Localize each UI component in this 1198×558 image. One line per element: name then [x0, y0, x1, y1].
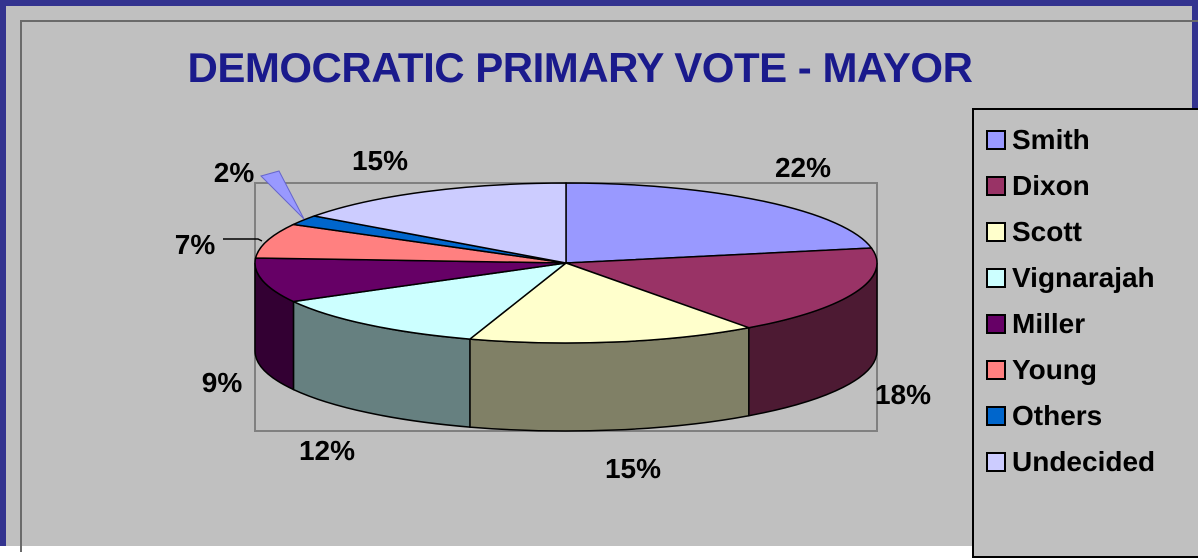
data-labels: 22% 18% 15% 12% 9% 7% 2% 15% — [175, 145, 931, 484]
pie-slice-smith — [565, 182, 873, 264]
legend-swatch — [986, 176, 1006, 196]
data-label-young: 7% — [175, 229, 216, 260]
chart-title: DEMOCRATIC PRIMARY VOTE - MAYOR — [187, 44, 973, 91]
legend: Smith Dixon Scott Vignarajah Miller Young Othe… — [972, 108, 1198, 558]
pie-slice-young — [254, 223, 567, 264]
legend-item-dixon: Dixon — [986, 166, 1090, 206]
legend-swatch — [986, 314, 1006, 334]
data-label-dixon: 18% — [875, 379, 931, 410]
leader-pointer-others — [260, 170, 305, 220]
legend-swatch — [986, 268, 1006, 288]
chart-area — [20, 20, 1198, 552]
data-label-scott: 15% — [605, 453, 661, 484]
data-label-others: 2% — [214, 157, 255, 188]
pie-slice-miller — [254, 257, 567, 303]
legend-item-others: Others — [986, 396, 1102, 436]
legend-swatch — [986, 222, 1006, 242]
pie-slice-scott — [467, 262, 752, 344]
leader-lines — [223, 170, 305, 242]
pie-tops — [254, 182, 878, 344]
legend-label: Young — [1012, 354, 1098, 385]
legend-label: Miller — [1012, 308, 1086, 339]
legend-swatch — [986, 360, 1006, 380]
legend-item-young: Young — [986, 350, 1097, 390]
legend-swatch — [986, 452, 1006, 472]
legend-label: Dixon — [1012, 170, 1090, 201]
leader-line-young — [223, 238, 263, 242]
legend-label: Undecided — [1012, 446, 1156, 477]
legend-item-undecided: Undecided — [986, 442, 1155, 482]
pie-chart: 22% 18% 15% 12% 9% 7% 2% 15% — [175, 145, 931, 484]
legend-label: Scott — [1012, 216, 1082, 247]
pie-slice-undecided — [311, 182, 567, 264]
legend-item-scott: Scott — [986, 212, 1082, 252]
data-label-undecided: 15% — [352, 145, 408, 176]
data-label-miller: 9% — [202, 367, 243, 398]
data-label-smith: 22% — [775, 152, 831, 183]
data-label-vignarajah: 12% — [299, 435, 355, 466]
legend-item-smith: Smith — [986, 120, 1090, 160]
pie-slice-vignarajah — [290, 261, 569, 340]
legend-label: Others — [1012, 400, 1103, 431]
legend-item-vignarajah: Vignarajah — [986, 258, 1155, 298]
legend-label: Smith — [1012, 124, 1090, 155]
pie-side-scott — [469, 326, 750, 432]
pie-sides — [254, 262, 878, 432]
legend-item-miller: Miller — [986, 304, 1085, 344]
pie-slice-dixon — [565, 247, 878, 329]
legend-swatch — [986, 130, 1006, 150]
legend-swatch — [986, 406, 1006, 426]
legend-label: Vignarajah — [1012, 262, 1155, 293]
